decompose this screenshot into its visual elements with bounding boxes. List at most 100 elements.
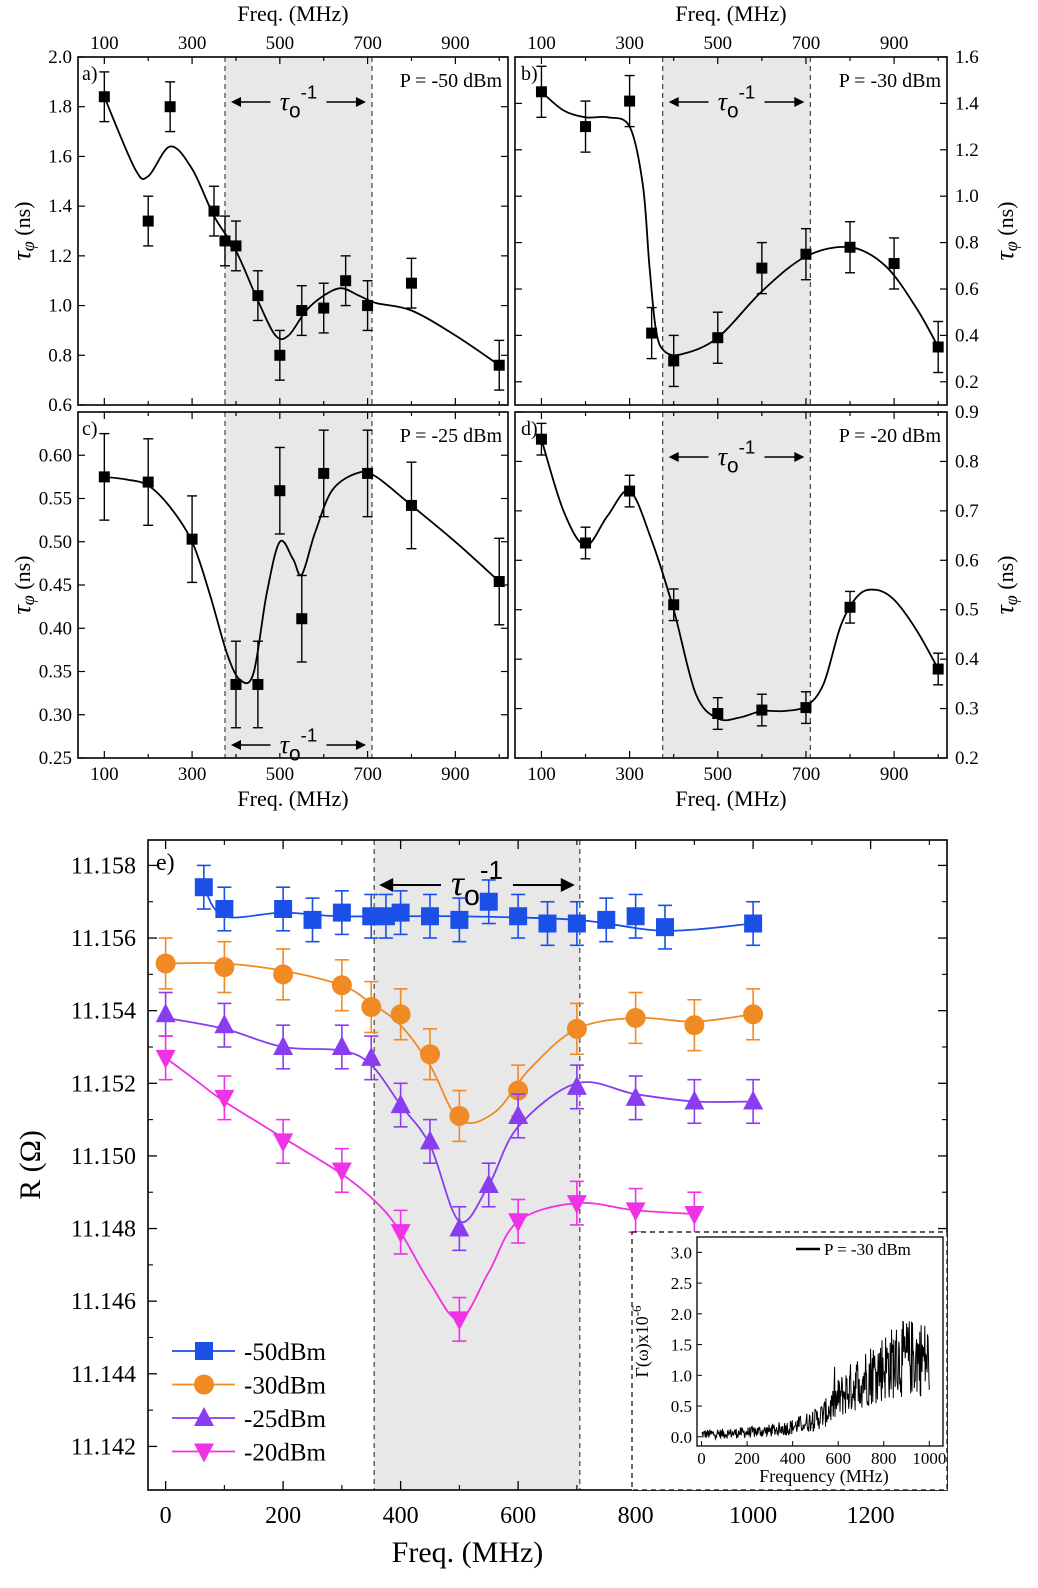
y-tick-label: 11.142 — [71, 1434, 136, 1460]
plot-frame — [77, 56, 509, 406]
data-point — [230, 240, 242, 252]
fit-curve — [104, 470, 500, 685]
power-annotation: P = -25 dBm — [400, 425, 503, 447]
y-tick-label: 0.30 — [39, 705, 72, 726]
x-tick-label: 100 — [90, 33, 119, 54]
band-label-sub: o — [727, 99, 739, 122]
data-point — [194, 878, 213, 897]
y-tick-label: 2.0 — [48, 47, 72, 68]
x-tick-label: 900 — [441, 33, 470, 54]
y-tick-label: 1.4 — [955, 93, 979, 114]
legend-marker — [194, 1443, 214, 1463]
inset-y-tick-label: 1.0 — [671, 1366, 692, 1385]
data-point — [535, 86, 547, 98]
panel-label: b) — [521, 63, 538, 85]
data-point — [340, 275, 352, 287]
data-point — [626, 907, 645, 926]
y-tick-label: 11.154 — [71, 999, 136, 1025]
data-point — [712, 332, 724, 344]
x-tick-label: 0 — [160, 1503, 172, 1529]
data-point — [800, 702, 812, 714]
data-point — [566, 1195, 587, 1215]
x-tick-label: 300 — [615, 33, 644, 54]
y-label-phi: φ — [18, 595, 38, 605]
y-tick-label: 0.2 — [955, 372, 979, 393]
data-point — [98, 471, 110, 483]
data-point — [273, 1133, 294, 1153]
x-tick-label: 1200 — [847, 1503, 895, 1529]
band-label-sup: -1 — [301, 82, 318, 103]
inset-y-tick-label: 2.0 — [671, 1305, 692, 1324]
y-label-tau: τ — [990, 250, 1019, 261]
data-point — [888, 257, 900, 269]
y-tick-label: 11.152 — [71, 1071, 136, 1097]
data-point — [508, 1213, 529, 1233]
data-point — [405, 277, 417, 289]
data-point — [214, 1014, 235, 1034]
power-annotation: P = -30 dBm — [839, 70, 942, 92]
y-label-unit: (ns) — [10, 556, 35, 596]
y-tick-label: 0.6 — [48, 395, 72, 416]
fit-curve — [165, 1057, 695, 1321]
y-axis-label: τφ (ns) — [990, 556, 1021, 615]
y-tick-label: 1.6 — [48, 146, 72, 167]
data-point — [756, 262, 768, 274]
band-label-tau: τ — [451, 863, 465, 903]
y-tick-label: 1.0 — [955, 186, 979, 207]
power-annotation: P = -50 dBm — [400, 70, 503, 92]
data-point — [362, 467, 374, 479]
band-label-tau: τ — [280, 730, 291, 759]
data-point — [296, 613, 308, 625]
data-point — [743, 1090, 764, 1110]
data-point — [744, 914, 763, 933]
plot-frame — [514, 411, 948, 759]
panel-b: 100 300 500 700 900 Freq. (MHz) 0.2 0.4 0.6 0.8 1.… — [514, 1, 1021, 406]
data-point — [508, 1104, 529, 1124]
y-tick-label: 0.50 — [39, 532, 72, 553]
band-label-tau: τ — [718, 87, 729, 116]
band-arrow-head-left — [230, 740, 241, 750]
data-point — [164, 101, 176, 113]
inset-y-label: Γ(ω)x10-6 — [629, 1305, 653, 1378]
data-point — [450, 910, 469, 929]
data-point — [142, 476, 154, 488]
x-tick-label: 300 — [615, 764, 644, 785]
legend-label: -20dBm — [244, 1440, 327, 1467]
band-arrow-head-right — [355, 740, 366, 750]
x-tick-label: 100 — [527, 33, 556, 54]
band-label-sup: -1 — [301, 725, 318, 746]
y-tick-label: 0.4 — [955, 649, 979, 670]
x-tick-label: 500 — [266, 764, 295, 785]
x-tick-label: 500 — [704, 764, 733, 785]
legend-marker — [195, 1342, 213, 1360]
y-axis-label: τφ (ns) — [7, 202, 38, 261]
panel-d: 100 300 500 700 900 Freq. (MHz) 0.2 0.3 0.4 0.5 0.… — [514, 402, 1021, 811]
y-axis-label: τφ (ns) — [7, 556, 38, 615]
data-point — [273, 964, 294, 985]
legend-label: -30dBm — [244, 1373, 327, 1400]
band-label-sup: -1 — [480, 857, 503, 885]
data-point — [214, 957, 235, 978]
y-tick-label: 0.8 — [955, 233, 979, 254]
inset-y-tick-label: 0.0 — [671, 1428, 692, 1447]
plot-frame — [147, 839, 948, 1491]
y-tick-label: 0.45 — [39, 575, 72, 596]
data-point — [800, 248, 812, 260]
data-point — [303, 910, 322, 929]
x-tick-label: 700 — [353, 764, 382, 785]
x-axis-label: Freq. (MHz) — [237, 786, 348, 811]
inset-x-tick-label: 0 — [697, 1449, 706, 1468]
data-point — [252, 678, 264, 690]
data-point — [597, 910, 616, 929]
inset-x-tick-label: 200 — [734, 1449, 760, 1468]
y-tick-label: 0.35 — [39, 662, 72, 683]
panel-e: 0 200 400 600 800 1000 1200 11.142 11.144 11.146 1… — [14, 839, 948, 1569]
y-tick-label: 0.9 — [955, 402, 979, 423]
inset-y-tick-label: 2.5 — [671, 1274, 692, 1293]
panel-c: 100 300 500 700 900 Freq. (MHz) 0.25 0.30 0.35 0.… — [7, 411, 509, 811]
legend-marker — [194, 1407, 214, 1426]
data-point — [493, 359, 505, 371]
data-point — [361, 997, 382, 1018]
band-label-sup: -1 — [739, 82, 756, 103]
data-point — [390, 1094, 411, 1114]
